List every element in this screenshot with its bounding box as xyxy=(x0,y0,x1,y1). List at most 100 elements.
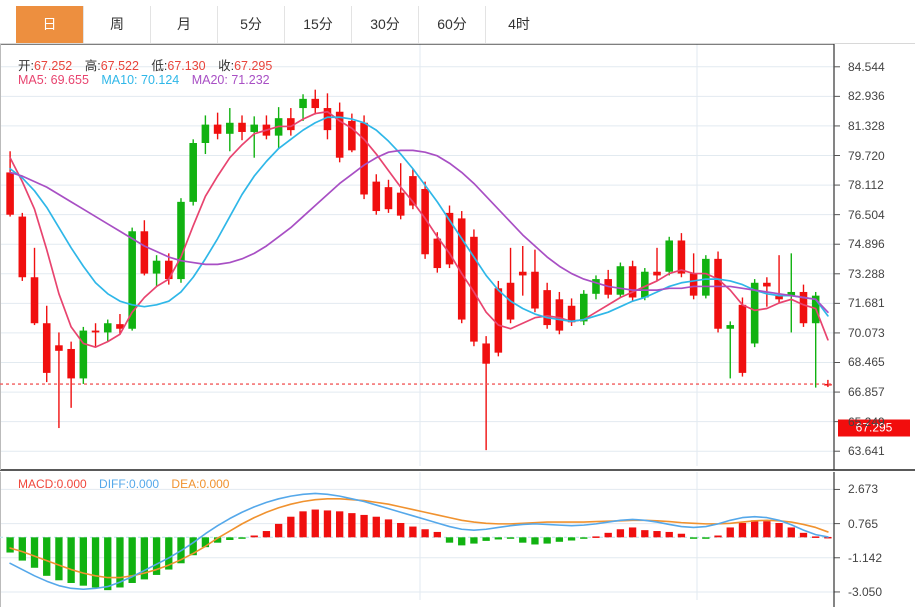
macd-histogram-bar xyxy=(812,536,820,538)
macd-histogram-bar xyxy=(751,520,759,538)
candle-body xyxy=(738,304,747,373)
candle-body xyxy=(702,258,710,296)
candle-body xyxy=(18,216,27,278)
macd-axis-label: -1.142 xyxy=(848,550,883,565)
macd-histogram-bar xyxy=(775,522,783,538)
macd-histogram-bar xyxy=(116,537,124,588)
price-axis-label: 63.641 xyxy=(848,444,885,459)
macd-histogram-bar xyxy=(531,537,539,545)
candle-body xyxy=(140,231,149,274)
macd-histogram-bar xyxy=(104,537,112,591)
timeframe-tab-label: 15分 xyxy=(303,16,333,32)
macd-histogram-bar xyxy=(384,519,393,538)
macd-histogram-bar xyxy=(714,535,722,538)
macd-histogram-bar xyxy=(433,531,441,538)
timeframe-tab-3[interactable]: 5分 xyxy=(217,6,284,43)
macd-histogram-bar xyxy=(274,523,283,538)
macd-histogram-bar xyxy=(323,510,332,538)
macd-histogram-bar xyxy=(30,537,39,568)
candle-body xyxy=(79,330,88,379)
price-axis-label: 73.288 xyxy=(848,266,885,281)
price-axis-label: 82.936 xyxy=(848,89,885,104)
candle-body xyxy=(445,212,454,265)
current-price-badge: 67.295 xyxy=(838,419,910,437)
candle-body xyxy=(55,345,63,351)
macd-histogram-bar xyxy=(165,537,173,570)
candle-body xyxy=(360,122,368,195)
candle-body xyxy=(531,271,539,309)
timeframe-tab-0[interactable]: 日 xyxy=(16,6,83,43)
macd-histogram-bar xyxy=(470,537,478,544)
macd-axis-label: 0.765 xyxy=(848,516,879,531)
macd-histogram-bar xyxy=(641,530,649,538)
macd-histogram-bar xyxy=(397,522,405,538)
macd-histogram-bar xyxy=(763,521,771,538)
macd-histogram-bar xyxy=(140,537,149,580)
candle-body xyxy=(787,291,796,296)
ma5-line xyxy=(9,110,829,348)
macd-histogram-bar xyxy=(787,527,795,538)
timeframe-tab-2[interactable]: 月 xyxy=(150,6,217,43)
candle-body xyxy=(628,266,637,298)
price-axis-label: 79.720 xyxy=(848,148,885,163)
timeframe-tab-5[interactable]: 30分 xyxy=(351,6,418,43)
price-axis-label: 84.544 xyxy=(848,59,885,74)
macd-histogram-bar xyxy=(604,532,612,538)
candle-body xyxy=(91,330,100,333)
macd-histogram-bar xyxy=(628,527,637,538)
candle-body xyxy=(6,172,14,215)
macd-histogram-bar xyxy=(201,537,210,548)
macd-histogram-bar xyxy=(299,511,307,538)
macd-histogram-bar xyxy=(250,535,258,538)
candle-body xyxy=(653,271,661,276)
macd-histogram-bar xyxy=(91,537,100,588)
macd-histogram-bar xyxy=(616,529,625,538)
macd-histogram-bar xyxy=(702,537,710,539)
macd-histogram-bar xyxy=(348,513,356,538)
macd-histogram-bar xyxy=(543,537,551,544)
macd-histogram-bar xyxy=(409,526,417,538)
candle-body xyxy=(518,271,527,276)
candle-body xyxy=(677,240,686,274)
macd-histogram-bar xyxy=(189,537,197,556)
candle-body xyxy=(824,383,832,386)
candle-body xyxy=(616,266,625,295)
macd-pane[interactable]: MACD:0.000 DIFF:0.000 DEA:0.000 xyxy=(0,472,915,607)
candle-body xyxy=(799,291,808,324)
candle-body xyxy=(689,273,698,296)
macd-histogram-bar xyxy=(79,537,87,586)
macd-histogram-bar xyxy=(555,537,564,542)
macd-histogram-bar xyxy=(67,537,75,583)
timeframe-tab-label: 60分 xyxy=(437,16,467,32)
ma10-line xyxy=(9,116,829,323)
timeframe-tab-1[interactable]: 周 xyxy=(83,6,150,43)
price-pane[interactable]: 开:67.252 高:67.522 低:67.130 收:67.295 MA5:… xyxy=(0,44,915,472)
candle-body xyxy=(164,260,173,280)
candle-body xyxy=(482,343,490,364)
price-axis-label: 66.857 xyxy=(848,385,885,400)
macd-histogram-bar xyxy=(238,537,246,539)
timeframe-tab-7[interactable]: 4时 xyxy=(485,6,552,43)
ma20-line xyxy=(9,149,829,314)
candle-body xyxy=(543,290,551,326)
candle-body xyxy=(128,231,136,329)
candle-body xyxy=(201,124,210,143)
macd-histogram-bar xyxy=(55,537,63,581)
macd-histogram-bar xyxy=(262,531,271,538)
timeframe-tab-6[interactable]: 60分 xyxy=(418,6,485,43)
macd-histogram-bar xyxy=(567,537,576,541)
price-axis-label: 65.249 xyxy=(848,414,885,429)
price-axis-label: 71.681 xyxy=(848,296,885,311)
macd-axis-label: 2.673 xyxy=(848,482,879,497)
candle-body xyxy=(641,271,649,298)
macd-histogram-bar xyxy=(506,537,515,539)
candle-body xyxy=(103,323,112,333)
timeframe-tab-label: 月 xyxy=(177,16,191,32)
timeframe-tab-label: 日 xyxy=(42,16,57,32)
candle-body xyxy=(177,201,185,280)
macd-histogram-bar xyxy=(336,511,344,538)
timeframe-tab-label: 5分 xyxy=(240,16,262,32)
timeframe-tab-4[interactable]: 15分 xyxy=(284,6,351,43)
candle-body xyxy=(189,142,197,202)
candle-body xyxy=(592,279,600,294)
